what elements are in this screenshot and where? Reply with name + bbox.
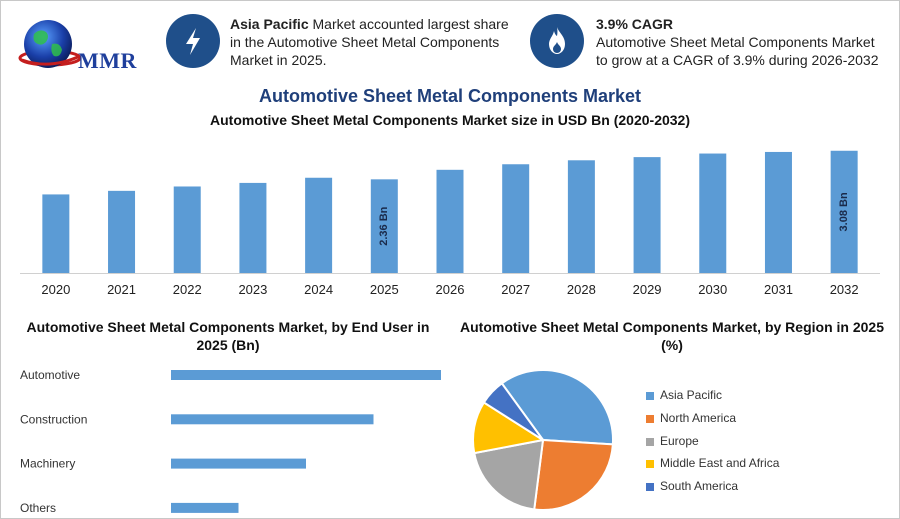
- tick-label-2030: 2030: [698, 282, 727, 297]
- tick-label-2031: 2031: [764, 282, 793, 297]
- legend-swatch: [646, 483, 654, 492]
- hbar-automotive: [171, 370, 441, 380]
- mmr-logo: MMR: [16, 14, 146, 76]
- main-title: Automotive Sheet Metal Components Market: [258, 86, 642, 106]
- tick-label-2025: 2025: [370, 282, 399, 297]
- bar-2022: [173, 186, 201, 273]
- bar-2031: [764, 151, 792, 273]
- brand-name: MMR: [78, 48, 137, 73]
- category-label-others: Others: [20, 501, 56, 515]
- tick-label-2026: 2026: [436, 282, 465, 297]
- bar-2021: [108, 190, 136, 273]
- legend-label: Asia Pacific: [660, 388, 723, 402]
- lightning-icon: [186, 28, 200, 55]
- info-right-text: Automotive Sheet Metal Components Market…: [596, 34, 879, 68]
- tick-label-2027: 2027: [501, 282, 530, 297]
- bar-2028: [567, 160, 595, 273]
- tick-label-2029: 2029: [633, 282, 662, 297]
- flame-badge: [530, 14, 584, 68]
- pie-slice-asia-pacific: [500, 369, 614, 446]
- legend-label: Middle East and Africa: [660, 456, 780, 471]
- hbar-others: [171, 502, 239, 513]
- category-label-construction: Construction: [20, 412, 87, 426]
- info-cagr: 3.9% CAGR Automotive Sheet Metal Compone…: [596, 15, 886, 69]
- market-size-bar-chart: 2020 2021 2022 2023 2024 2025 2.36 Bn 2026 2027 2…: [20, 150, 880, 297]
- legend-label: South America: [660, 479, 739, 494]
- category-label-machinery: Machinery: [20, 457, 75, 471]
- info-left-bold: Asia Pacific: [230, 16, 309, 32]
- tick-label-2032: 2032: [830, 282, 859, 297]
- pie-slice-north-america: [533, 438, 614, 511]
- legend-item-south-america: South America: [646, 479, 806, 495]
- pie-slice-south-america: [482, 381, 544, 441]
- legend-item-europe: Europe: [646, 434, 806, 450]
- bar-2026: [436, 169, 464, 273]
- bar-2029: [633, 157, 661, 273]
- end-user-bar-chart: Automotive Construction Machinery Others: [20, 368, 441, 515]
- bar-2020: [42, 194, 70, 273]
- info-right-bold: 3.9% CAGR: [596, 16, 674, 32]
- data-label-2025: 2.36 Bn: [378, 206, 390, 245]
- tick-label-2023: 2023: [238, 282, 267, 297]
- pie-slice-europe: [473, 438, 545, 511]
- bar-2032: [830, 150, 858, 273]
- flame-icon: [549, 27, 565, 54]
- bar-chart-title: Automotive Sheet Metal Components Market…: [210, 112, 690, 128]
- legend-item-asia-pacific: Asia Pacific: [646, 388, 806, 404]
- legend-label: North America: [660, 410, 737, 425]
- bar-2024: [305, 177, 333, 273]
- end-user-chart-title: Automotive Sheet Metal Components Market…: [26, 319, 430, 353]
- info-asia-pacific: Asia Pacific Market accounted largest sh…: [230, 15, 522, 69]
- legend-swatch: [646, 392, 654, 400]
- tick-label-2021: 2021: [107, 282, 136, 297]
- data-label-2032: 3.08 Bn: [838, 192, 850, 231]
- lightning-badge: [166, 14, 220, 68]
- legend-label: Europe: [660, 433, 699, 448]
- legend-item-middle-east-and-africa: Middle East and Africa: [646, 456, 806, 472]
- hbar-machinery: [171, 458, 306, 469]
- legend-swatch: [646, 460, 654, 469]
- tick-label-2024: 2024: [304, 282, 333, 297]
- legend-swatch: [646, 437, 654, 446]
- tick-label-2022: 2022: [173, 282, 202, 297]
- region-pie-chart: [472, 369, 614, 511]
- legend-swatch: [646, 414, 654, 423]
- legend-item-north-america: North America: [646, 411, 806, 427]
- info-left-text: Market accounted largest share in the Au…: [230, 16, 509, 68]
- tick-label-2028: 2028: [567, 282, 596, 297]
- bar-2030: [699, 153, 727, 273]
- bar-2025: [370, 179, 398, 273]
- category-label-automotive: Automotive: [20, 368, 80, 382]
- bar-2023: [239, 182, 267, 273]
- globe-icon: [18, 20, 82, 68]
- region-chart-title: Automotive Sheet Metal Components Market…: [460, 319, 884, 353]
- bar-2027: [502, 164, 530, 273]
- hbar-construction: [171, 414, 374, 425]
- tick-label-2020: 2020: [41, 282, 70, 297]
